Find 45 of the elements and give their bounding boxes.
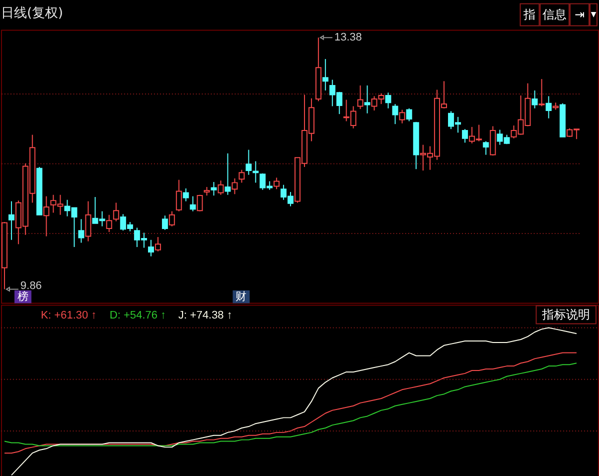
text: 指标说明 [541, 308, 590, 322]
candlestick [274, 177, 280, 190]
candlestick [162, 215, 168, 230]
chart-title: 日线(复权) [0, 6, 64, 22]
text: K: +61.30 ↑ [40, 310, 97, 322]
candlestick [154, 236, 161, 252]
candlestick [224, 152, 231, 196]
candlestick [532, 90, 538, 109]
candlestick [106, 214, 112, 233]
candlestick [232, 178, 238, 195]
text: ⇥ [574, 8, 585, 22]
candlestick [238, 169, 245, 184]
annotation: 财 [236, 290, 247, 303]
text: 信息 [542, 8, 567, 22]
candlestick [182, 188, 189, 202]
candlestick [462, 128, 468, 144]
candlestick [399, 109, 406, 124]
candlestick [43, 196, 50, 237]
candlestick [538, 78, 545, 107]
text: 指 [522, 8, 536, 22]
candlestick [196, 194, 203, 212]
candlestick [168, 210, 175, 227]
candlestick [392, 104, 398, 125]
text: D: +54.76 ↑ [110, 310, 166, 322]
candlestick [364, 84, 370, 114]
candlestick [8, 200, 14, 240]
candlestick [322, 58, 328, 91]
candlestick [357, 84, 364, 110]
candlestick [406, 108, 412, 122]
candlestick [482, 140, 489, 156]
annotation: 榜 [17, 290, 28, 303]
candlestick [85, 200, 92, 242]
candlestick [148, 239, 154, 257]
candlestick [546, 96, 552, 119]
candlestick [190, 196, 196, 212]
candlestick [385, 92, 392, 109]
candlestick [246, 149, 252, 176]
candlestick [210, 181, 217, 196]
annotation: 9.86 [20, 280, 42, 292]
annotation: 13.38 [334, 32, 362, 44]
candlestick [78, 218, 84, 244]
candlestick [113, 202, 120, 222]
candlestick [176, 179, 182, 212]
candlestick [218, 180, 224, 196]
text: J: +74.38 ↑ [178, 310, 232, 322]
